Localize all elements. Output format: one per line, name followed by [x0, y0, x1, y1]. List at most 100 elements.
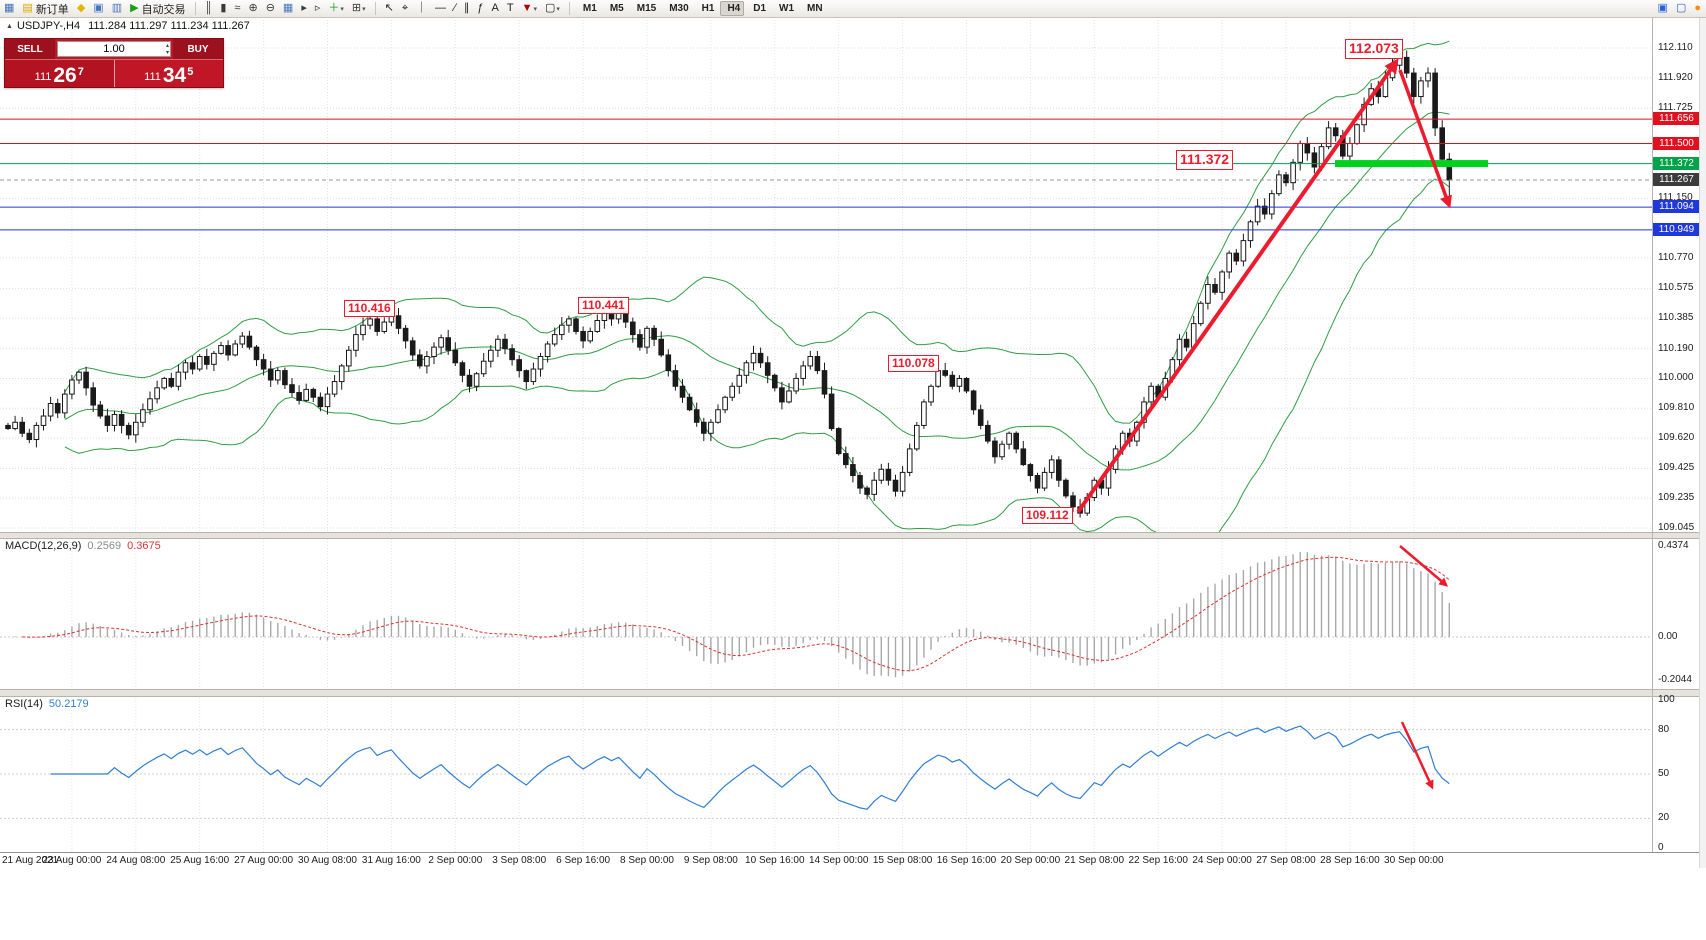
candle	[835, 427, 842, 456]
line-chart-icon[interactable]: ≈	[231, 1, 243, 16]
time-axis-label: 28 Sep 16:00	[1320, 855, 1380, 866]
window-maximize-icon: ▢	[1675, 2, 1687, 14]
candle	[424, 351, 430, 374]
channel-icon[interactable]: ∥	[461, 1, 473, 16]
label-icon[interactable]: T	[504, 1, 517, 16]
macd-down-arrow[interactable]	[1399, 545, 1449, 587]
timeframe-m5[interactable]: M5	[603, 1, 628, 16]
time-axis-label: 22 Sep 16:00	[1128, 855, 1188, 866]
toolbar-window-controls: ▣ ▢ ●	[1654, 1, 1706, 16]
templates-icon[interactable]: ⊞ ▾	[349, 1, 369, 16]
candle	[147, 391, 153, 415]
text-icon[interactable]: A	[489, 1, 502, 16]
indicators-icon[interactable]: ＋ ▾	[325, 1, 347, 16]
metaquotes-app-icon[interactable]: ◆	[74, 1, 88, 16]
candle	[275, 367, 281, 385]
candle	[750, 345, 757, 371]
sell-button[interactable]: SELL	[5, 39, 55, 59]
price-axis-label: 111.725	[1658, 102, 1693, 114]
macd-layer	[0, 552, 1652, 678]
candle	[985, 420, 991, 444]
shapes-icon[interactable]: ▢ ▾	[542, 1, 563, 16]
timeframe-h1[interactable]: H1	[695, 1, 719, 16]
candle	[1425, 67, 1431, 88]
drawn-arrows[interactable]	[1076, 58, 1452, 790]
price-callout[interactable]: 112.073	[1345, 39, 1403, 59]
candle	[140, 403, 146, 428]
zoom-out-icon[interactable]: ⊖	[263, 1, 278, 16]
candle	[1411, 67, 1417, 104]
price-axis-label: 109.235	[1658, 492, 1695, 504]
volume-stepper[interactable]: ▴ ▾	[166, 43, 169, 57]
auto-trading-button[interactable]: ▶ 自动交易	[127, 1, 188, 16]
candle	[502, 333, 508, 355]
vertical-scrollbar[interactable]	[1699, 17, 1706, 868]
fibonacci-icon: ƒ	[477, 2, 484, 14]
rsi-panel-separator[interactable]	[0, 689, 1706, 697]
price-levels[interactable]	[0, 118, 1652, 231]
profiles-icon[interactable]: ▣	[90, 1, 106, 16]
candle	[1048, 455, 1055, 479]
toolbar: ▦ ▤ 新订单 ◆ ▣ ▥ ▶ 自动交易 ║ ▮ ≈ ⊕ ⊖ ▦ ▸ ▹ ＋ ▾ ⊞ ▾ ↖ ⌖ ｜ — ∕ ∥ ƒ A T ▼ ▾ ▢ ▾ M1…	[0, 0, 1706, 18]
volume-input[interactable]: 1.00 ▴ ▾	[57, 41, 171, 57]
alerts-icon[interactable]: ▥	[109, 1, 125, 16]
support-zone-bar[interactable]	[1335, 160, 1488, 168]
notification-dot-icon[interactable]: ●	[1691, 1, 1704, 16]
candle	[338, 364, 345, 390]
price-axis-label: 110.575	[1658, 282, 1694, 294]
reversal-down-arrow[interactable]	[1398, 69, 1452, 209]
tile-windows-icon[interactable]: ▦	[280, 1, 296, 16]
bar-chart-icon[interactable]: ║	[202, 1, 216, 16]
timeframe-mn[interactable]: MN	[800, 1, 827, 16]
arrows-icon[interactable]: ▼ ▾	[519, 1, 540, 16]
timeframe-h4[interactable]: H4	[720, 1, 745, 16]
window-maximize-icon[interactable]: ▢	[1673, 1, 1689, 16]
collapse-panel-icon[interactable]: ▲	[6, 23, 13, 30]
time-axis-label: 16 Sep 16:00	[936, 855, 997, 866]
price-axis-label: 109.810	[1658, 402, 1695, 414]
price-callout[interactable]: 110.078	[888, 355, 939, 372]
volume-down-icon[interactable]: ▾	[165, 50, 169, 56]
candle	[90, 382, 97, 413]
volume-up-icon[interactable]: ▴	[165, 43, 169, 49]
crosshair-icon[interactable]: ⌖	[399, 1, 411, 16]
candlestick-chart-icon[interactable]: ▮	[217, 1, 229, 16]
timeframe-w1-label: W1	[779, 3, 795, 14]
timeframe-w1[interactable]: W1	[772, 1, 798, 16]
rsi-down-arrow[interactable]	[1400, 721, 1434, 790]
candle	[921, 399, 927, 429]
horizontal-line-icon[interactable]: —	[432, 1, 449, 16]
price-callout[interactable]: 109.112	[1022, 507, 1073, 524]
macd-axis-label: 0.00	[1658, 631, 1678, 642]
cursor-icon[interactable]: ↖	[382, 1, 397, 16]
vertical-line-icon[interactable]: ｜	[413, 1, 430, 16]
chart-shift-icon[interactable]: ▹	[312, 1, 324, 16]
sell-price[interactable]: 111 26 7	[5, 60, 114, 87]
indicators-icon: ＋	[328, 2, 340, 14]
buy-button[interactable]: BUY	[173, 39, 223, 59]
timeframe-m15[interactable]: M15	[630, 1, 660, 16]
auto-scroll-icon[interactable]: ▸	[298, 1, 310, 16]
price-callout[interactable]: 110.416	[344, 300, 395, 317]
candle	[19, 417, 25, 438]
price-callout[interactable]: 110.441	[578, 297, 629, 314]
timeframe-m30[interactable]: M30	[662, 1, 692, 16]
candle	[523, 369, 530, 390]
timeframe-d1[interactable]: D1	[746, 1, 770, 16]
price-callout[interactable]: 111.372	[1176, 150, 1234, 170]
channel-icon: ∥	[463, 2, 470, 14]
candle	[1290, 159, 1296, 191]
trend-up-arrow[interactable]	[1076, 58, 1399, 514]
fibonacci-icon[interactable]: ƒ	[474, 1, 486, 16]
window-restore-icon[interactable]: ▣	[1655, 1, 1671, 16]
candle	[381, 317, 388, 334]
new-order-button[interactable]: ▤ 新订单	[19, 1, 71, 16]
buy-price[interactable]: 111 34 5	[114, 60, 223, 87]
timeframe-m1[interactable]: M1	[576, 1, 601, 16]
macd-panel-separator[interactable]	[0, 532, 1706, 539]
trendline-icon[interactable]: ∕	[451, 1, 459, 16]
candle	[1056, 456, 1062, 487]
zoom-in-icon[interactable]: ⊕	[245, 1, 260, 16]
new-chart-icon[interactable]: ▦	[1, 1, 17, 16]
